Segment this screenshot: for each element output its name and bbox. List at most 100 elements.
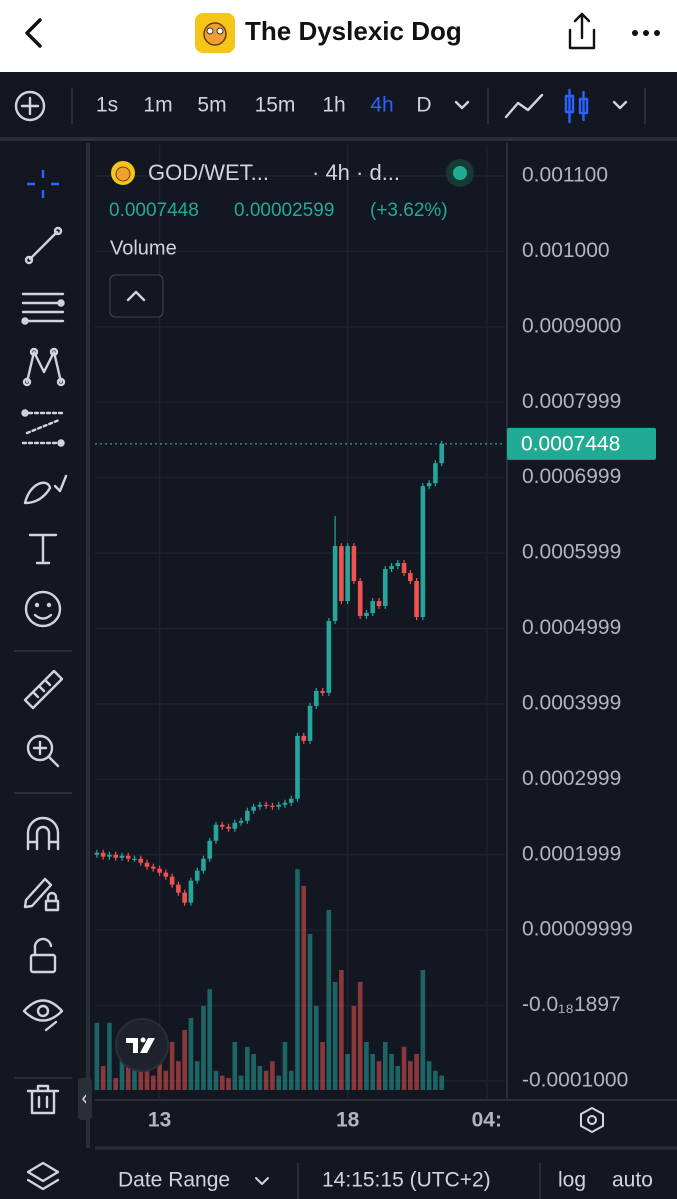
ruler-tool[interactable] <box>23 669 64 710</box>
volume-bar <box>389 1054 394 1090</box>
candle-body <box>257 804 263 807</box>
candle-body <box>94 852 100 855</box>
candle-body <box>100 852 106 857</box>
volume-bar <box>176 1061 181 1090</box>
line-chart-icon[interactable] <box>504 93 544 119</box>
lock-drawing-tool[interactable] <box>23 877 60 912</box>
volume-bar <box>382 1042 388 1090</box>
y-tick-label: 0.0007999 <box>522 390 621 413</box>
back-button[interactable] <box>25 18 42 48</box>
candle-body <box>107 854 112 857</box>
y-tick-label: -0.0₁₈1897 <box>522 993 621 1016</box>
candle-body <box>251 806 256 811</box>
volume-bar <box>138 1070 144 1090</box>
date-range[interactable]: Date Range <box>118 1169 230 1192</box>
candle-body <box>201 858 206 871</box>
volume-bar <box>351 1006 357 1090</box>
y-tick-label: 0.0001999 <box>522 842 621 865</box>
x-tick-label: 18 <box>336 1109 360 1132</box>
fib-tool[interactable] <box>21 292 65 325</box>
tradingview-logo[interactable] <box>115 1018 169 1072</box>
volume-bar <box>107 1022 112 1090</box>
unlock-tool[interactable] <box>29 937 57 974</box>
brush-tool[interactable] <box>23 474 68 505</box>
zoom-tool[interactable] <box>26 734 60 768</box>
y-tick-label: 0.0006999 <box>522 465 621 488</box>
volume-bar <box>100 1066 106 1090</box>
last-price-tag <box>507 427 656 460</box>
candle-body <box>376 601 382 607</box>
volume-bar <box>326 910 332 1090</box>
share-button[interactable] <box>568 12 596 50</box>
volume-bar <box>370 1054 376 1090</box>
candle-body <box>326 621 332 693</box>
interval-button[interactable]: 1m <box>143 94 172 117</box>
dog-face <box>203 22 227 46</box>
candle-body <box>357 581 363 616</box>
emoji-tool[interactable] <box>24 590 62 628</box>
volume-bar <box>313 1006 319 1090</box>
candle-body <box>270 805 275 807</box>
delete-tool[interactable] <box>26 1084 60 1115</box>
volume-bar <box>182 1030 187 1090</box>
candle-body <box>169 876 175 885</box>
volume-bar <box>263 1070 269 1090</box>
collapse-legend[interactable] <box>109 274 164 318</box>
auto-toggle[interactable]: auto <box>612 1169 653 1192</box>
change-percent: (+3.62%) <box>370 200 448 221</box>
interval-menu[interactable] <box>454 100 470 110</box>
candle-body <box>370 601 376 614</box>
tradingview-dot <box>140 1037 146 1043</box>
interval-button[interactable]: 15m <box>255 94 296 117</box>
y-tick-label: 0.0002999 <box>522 767 621 790</box>
candle-body <box>138 858 144 863</box>
pattern-tool[interactable] <box>22 347 66 387</box>
axis-settings[interactable] <box>580 1107 604 1133</box>
candle-body <box>188 880 194 903</box>
status-dot <box>453 166 467 180</box>
trend-line-tool[interactable] <box>24 226 63 265</box>
volume-bar <box>238 1075 244 1090</box>
volume-bar <box>226 1078 231 1090</box>
candle-body <box>194 870 200 881</box>
forecast-tool[interactable] <box>21 409 65 447</box>
text-tool[interactable] <box>28 533 58 565</box>
y-tick-label: 0.0003999 <box>522 691 621 714</box>
symbol-logo-face <box>115 166 131 182</box>
interval-button[interactable]: 5m <box>197 94 226 117</box>
candle-body <box>207 840 213 859</box>
candle-body <box>263 804 269 807</box>
interval-button[interactable]: 1s <box>96 94 118 117</box>
candle-body <box>433 463 438 484</box>
add-icon <box>20 96 40 116</box>
candle-body <box>157 868 162 873</box>
log-toggle[interactable]: log <box>558 1169 586 1192</box>
chart-type-menu[interactable] <box>612 100 628 110</box>
interval-button[interactable]: 1h <box>322 94 345 117</box>
clock: 14:15:15 (UTC+2) <box>322 1169 491 1192</box>
volume-bar <box>282 1042 288 1090</box>
candle-chart-icon[interactable] <box>564 88 589 124</box>
page-title: The Dyslexic Dog <box>245 16 462 46</box>
magnet-tool[interactable] <box>26 816 60 851</box>
interval-button[interactable]: D <box>416 94 431 117</box>
candle-body <box>307 705 313 741</box>
visibility-tool[interactable] <box>22 999 64 1032</box>
volume-bar <box>194 1061 200 1090</box>
candle-body <box>426 483 432 487</box>
candle-body <box>245 810 250 821</box>
volume-bar <box>151 1075 156 1090</box>
crosshair-tool[interactable] <box>27 170 59 198</box>
volume-bar <box>113 1078 118 1090</box>
add-button[interactable] <box>14 90 46 122</box>
layers-tool[interactable] <box>26 1161 60 1191</box>
candle-body <box>232 822 238 829</box>
candle-body <box>332 546 338 622</box>
indicator-label: Volume <box>110 237 177 259</box>
more-button[interactable] <box>632 30 660 36</box>
interval-button[interactable]: 4h <box>370 94 393 117</box>
volume-bar <box>251 1054 256 1090</box>
x-tick-label: 04: <box>472 1109 502 1132</box>
